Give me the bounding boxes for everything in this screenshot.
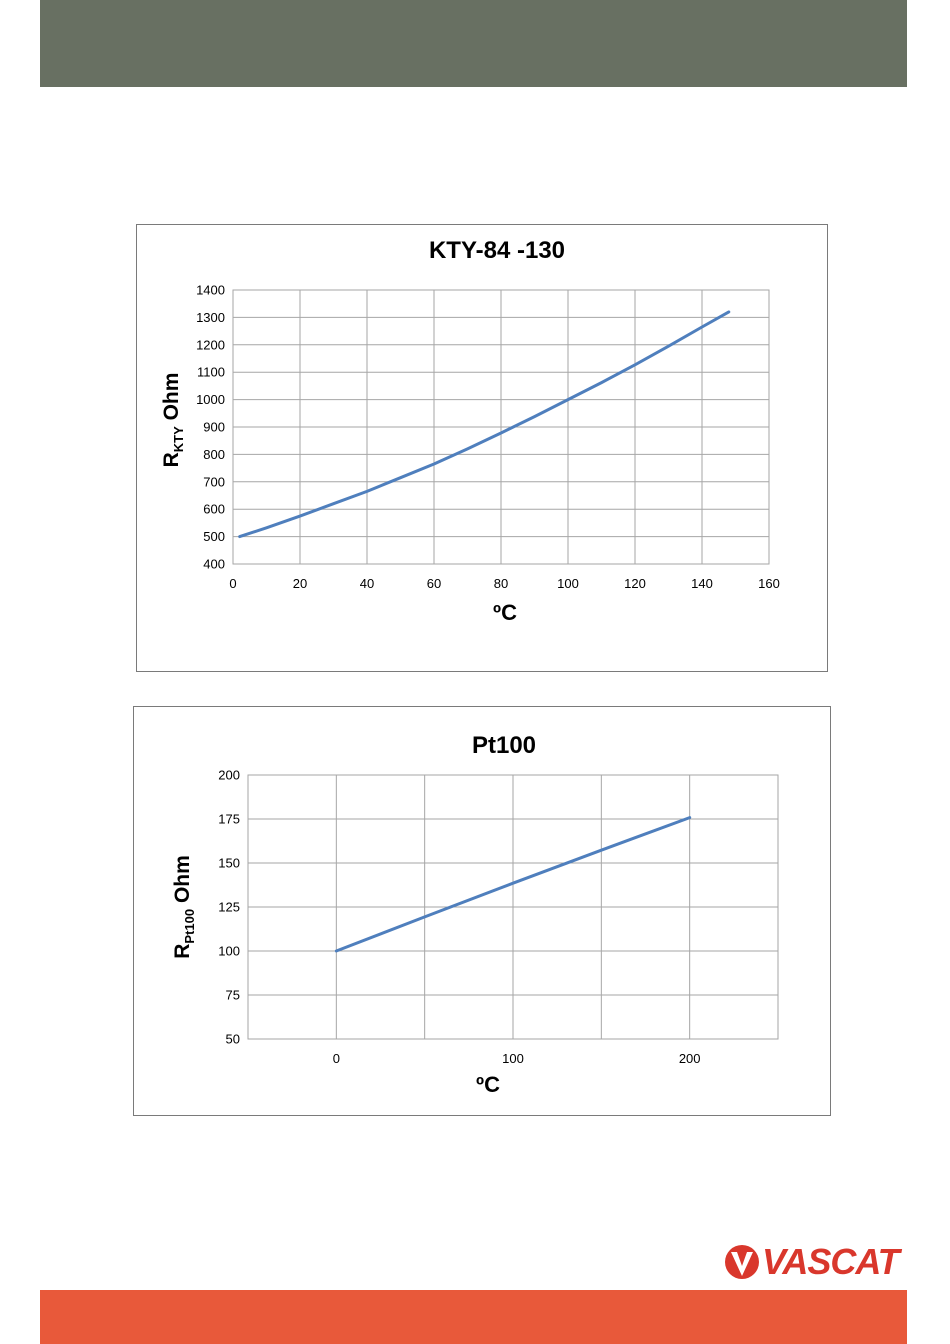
kty-chart-svg: 400 500 600 700 800 900 1000 1100 1200 1300 1400 0 2… — [160, 237, 780, 625]
kty-series-line — [238, 310, 731, 539]
kty-chart: 400 500 600 700 800 900 1000 1100 1200 1300 1400 0 2… — [136, 224, 828, 672]
kty-y-axis-label-unit: Ohm — [160, 373, 183, 427]
header-band — [40, 0, 907, 87]
pt100-title: Pt100 — [472, 732, 536, 759]
pt100-x-tick-label: 0 — [333, 1051, 340, 1066]
kty-x-tick-label: 160 — [758, 576, 780, 591]
kty-y-tick-label: 600 — [203, 502, 225, 517]
kty-x-tick-label: 100 — [557, 576, 579, 591]
kty-y-tick-label: 1400 — [196, 283, 225, 298]
pt100-y-axis-label-sub: Pt100 — [182, 909, 197, 944]
kty-y-tick-label: 500 — [203, 529, 225, 544]
pt100-x-tick-label: 100 — [502, 1051, 524, 1066]
kty-y-tick-label: 1000 — [196, 392, 225, 407]
vascat-logo: VASCAT — [722, 1240, 908, 1284]
kty-y-axis-label: RKTY Ohm — [160, 373, 186, 468]
kty-x-tick-label: 80 — [494, 576, 508, 591]
pt100-y-tick-label: 50 — [226, 1032, 240, 1047]
pt100-y-axis-label: RPt100 Ohm — [171, 855, 197, 959]
pt100-series-line — [334, 816, 692, 953]
pt100-y-tick-label: 75 — [226, 988, 240, 1003]
kty-x-tick-label: 0 — [229, 576, 236, 591]
kty-y-tick-label: 1300 — [196, 310, 225, 325]
kty-y-tick-label: 900 — [203, 420, 225, 435]
pt100-y-tick-label: 175 — [218, 812, 240, 827]
pt100-y-axis-label-unit: Ohm — [171, 855, 194, 909]
kty-y-axis-label-sub: KTY — [171, 426, 186, 452]
pt100-y-tick-label: 100 — [218, 944, 240, 959]
pt100-y-tick-label: 150 — [218, 856, 240, 871]
pt100-chart-svg: 50 75 100 125 150 175 200 0 100 200 Pt100 ºC RPt100 … — [171, 732, 779, 1097]
pt100-x-axis-label: ºC — [476, 1072, 500, 1097]
kty-title: KTY-84 -130 — [429, 237, 565, 264]
kty-x-tick-label: 60 — [427, 576, 441, 591]
pt100-y-tick-label: 125 — [218, 900, 240, 915]
kty-x-tick-label: 120 — [624, 576, 646, 591]
kty-x-axis-label: ºC — [493, 600, 517, 625]
vascat-logo-icon — [725, 1245, 759, 1279]
kty-x-tick-label: 20 — [293, 576, 307, 591]
footer-band — [40, 1290, 907, 1344]
pt100-y-axis-label-main: R — [171, 944, 194, 959]
kty-y-tick-label: 1200 — [196, 337, 225, 352]
pt100-chart: 50 75 100 125 150 175 200 0 100 200 Pt100 ºC RPt100 … — [133, 706, 831, 1116]
kty-x-tick-label: 40 — [360, 576, 374, 591]
kty-y-tick-label: 700 — [203, 474, 225, 489]
kty-y-axis-label-main: R — [160, 452, 183, 467]
pt100-x-tick-label: 200 — [679, 1051, 701, 1066]
kty-x-tick-label: 140 — [691, 576, 713, 591]
kty-y-tick-label: 800 — [203, 447, 225, 462]
kty-y-tick-label: 1100 — [197, 365, 225, 380]
kty-y-tick-label: 400 — [203, 557, 225, 572]
pt100-y-tick-label: 200 — [218, 768, 240, 783]
vascat-logo-text: VASCAT — [762, 1241, 900, 1282]
